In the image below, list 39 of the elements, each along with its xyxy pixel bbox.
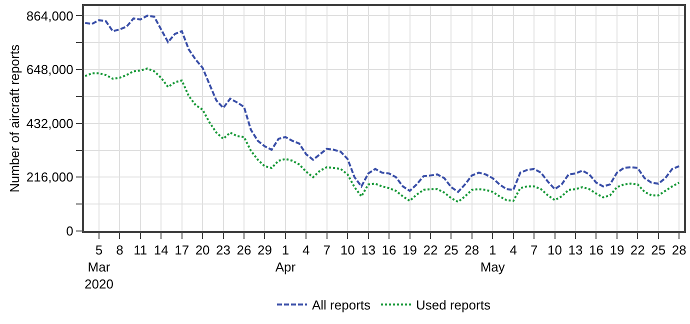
legend-label: Used reports [416,298,491,313]
x-tick-label: 22 [630,242,645,258]
x-tick-label: 13 [361,242,376,258]
x-tick-label: 1 Apr [275,242,296,274]
x-tick-label: 7 [323,242,330,258]
y-tick-label: 216,000 [26,170,74,185]
x-tick-label: 7 [530,242,538,258]
x-tick-label: 16 [588,242,604,258]
x-tick-label: 10 [340,242,355,258]
x-tick-label: 22 [423,242,438,258]
y-tick-label: 432,000 [26,116,74,131]
y-axis-title: Number of aircraft reports [6,44,22,193]
x-tick-label: 25 [444,242,458,258]
x-tick-label: 19 [610,242,624,258]
x-tick-label: 8 [116,242,124,258]
x-tick-label: 4 [510,242,517,258]
x-tick-label: 17 [174,242,190,258]
x-tick-label: 11 [134,242,148,258]
x-tick-label: 20 [195,242,210,258]
x-tick-label: 28 [464,242,480,258]
x-tick-label: 5 Mar 2020 [84,242,114,292]
x-tick-label: 28 [672,242,686,258]
x-tick-label: 4 [302,242,310,258]
x-tick-label: 1 May [480,242,506,274]
line-series [84,68,680,203]
legend-label: All reports [312,298,372,313]
x-tick-label: 19 [402,242,417,258]
x-tick-label: 16 [382,242,396,258]
x-tick-label: 10 [548,242,562,258]
x-tick-label: 23 [216,242,231,258]
x-tick-label: 29 [257,242,272,258]
y-tick-label: 648,000 [26,62,74,78]
line-series [84,14,680,193]
x-tick-label: 25 [651,242,666,258]
y-tick-label: 0 [66,224,74,239]
x-tick-label: 26 [236,242,252,258]
y-tick-label: 864,000 [26,8,74,24]
x-tick-label: 14 [154,242,168,258]
x-tick-label: 13 [568,242,583,258]
